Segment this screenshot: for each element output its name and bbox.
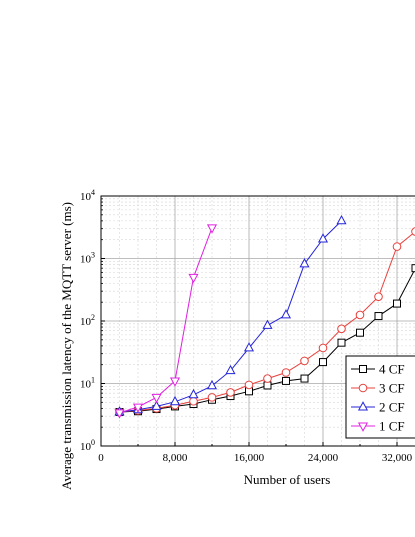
data-point: [337, 338, 346, 347]
data-point: [263, 374, 272, 383]
data-point: [300, 356, 309, 366]
data-point: [169, 395, 181, 406]
series-layer: [114, 215, 415, 419]
data-point: [393, 299, 401, 308]
y-tick-label: 101: [80, 376, 95, 391]
y-tick-label: 104: [80, 188, 95, 203]
legend-box: [345, 355, 415, 439]
data-point: [188, 388, 199, 399]
data-point: [206, 224, 218, 234]
x-tick-label: 16,000: [234, 452, 265, 464]
data-point: [319, 358, 327, 367]
x-tick-label: 24,000: [308, 452, 339, 464]
legend-marker: [359, 365, 367, 373]
y-tick-label: 100: [80, 438, 95, 453]
data-point: [226, 388, 235, 397]
data-point: [188, 273, 199, 284]
data-point: [317, 233, 329, 243]
legend-item: 3 CF: [351, 381, 405, 396]
data-point: [318, 343, 328, 353]
series-line: [119, 227, 213, 414]
data-point: [411, 264, 415, 273]
legend-label: 4 CF: [379, 362, 405, 377]
series-3: [114, 215, 347, 416]
data-point: [355, 310, 365, 320]
data-point: [280, 309, 292, 319]
series-4: [114, 224, 218, 419]
data-point: [169, 377, 181, 387]
legend-marker: [357, 422, 369, 432]
axis-ticks: 0 8,000 16,000 24,000 32,000 100 101 102 103 104: [80, 188, 413, 464]
data-point: [151, 393, 162, 404]
data-point: [244, 380, 254, 390]
data-point: [356, 328, 364, 337]
legend-marker: [357, 401, 369, 411]
x-axis-title: Number of users: [244, 472, 331, 487]
data-point: [281, 368, 291, 377]
data-point: [299, 258, 310, 268]
data-point: [337, 324, 346, 334]
data-point: [114, 409, 125, 419]
legend-item: 2 CF: [351, 400, 405, 415]
data-point: [374, 292, 383, 301]
x-tick-label: 8,000: [163, 452, 188, 464]
legend-item: 4 CF: [351, 362, 405, 377]
data-point: [206, 379, 218, 390]
y-tick-label: 103: [80, 251, 95, 266]
data-point: [225, 364, 236, 375]
legend-label: 3 CF: [379, 381, 405, 396]
data-point: [263, 381, 272, 390]
data-point: [243, 342, 255, 352]
data-point: [262, 319, 273, 329]
y-tick-label: 102: [80, 313, 95, 328]
y-axis-title: Average transmission latency of the MQTT…: [59, 202, 74, 490]
legend-marker: [358, 383, 368, 393]
x-tick-label: 32,000: [382, 452, 413, 464]
data-point: [189, 396, 198, 406]
data-point: [411, 227, 415, 236]
data-point: [300, 374, 309, 383]
data-point: [282, 376, 290, 385]
data-point: [392, 242, 402, 251]
x-tick-label: 0: [98, 452, 104, 464]
data-point: [207, 393, 217, 402]
legend-label: 1 CF: [379, 419, 405, 434]
data-point: [336, 215, 347, 225]
data-point: [374, 312, 383, 321]
legend-item: 1 CF: [351, 419, 405, 434]
data-point: [151, 400, 162, 410]
legend-label: 2 CF: [379, 400, 405, 415]
legend: 4 CF 3 CF 2 CF 1 CF: [345, 355, 415, 439]
data-point: [132, 403, 144, 413]
